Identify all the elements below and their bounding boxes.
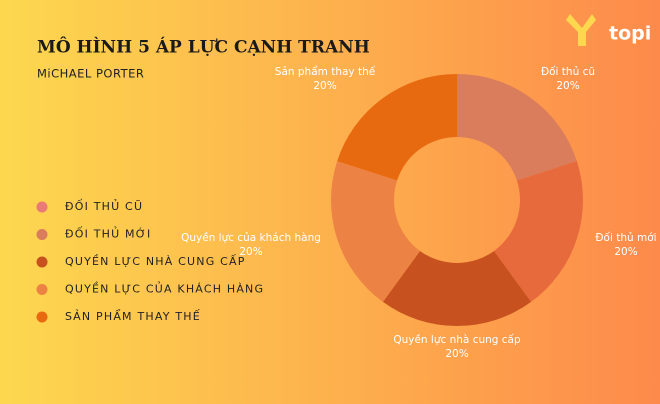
slice-label: Quyền lực của khách hàng	[181, 232, 321, 244]
chart-title: MÔ HÌNH 5 ÁP LỰC CẠNH TRANH	[37, 37, 370, 58]
legend-swatch	[36, 311, 48, 323]
legend-swatch	[36, 201, 48, 213]
donut-slice	[337, 74, 457, 181]
donut-slice	[494, 161, 583, 302]
slice-value-label: 20%	[445, 348, 468, 360]
donut-slice	[331, 161, 420, 302]
slice-value-label: 20%	[239, 246, 262, 258]
legend-swatch	[36, 284, 48, 295]
slice-label: Quyền lực nhà cung cấp	[393, 334, 521, 346]
legend-label: QUYỀN LỰC CỦA KHÁCH HÀNG	[65, 282, 264, 296]
legend-label: ĐỐI THỦ MỚI	[65, 227, 151, 241]
slice-value-label: 20%	[556, 80, 579, 92]
slice-label: Sản phẩm thay thế	[275, 65, 376, 78]
logo-icon	[566, 14, 596, 46]
brand-name: topi	[609, 23, 651, 45]
donut-slice	[457, 74, 577, 181]
legend-label: ĐỐI THỦ CŨ	[65, 199, 143, 213]
legend-label: QUYỀN LỰC NHÀ CUNG CẤP	[65, 254, 246, 268]
brand-logo: topi	[566, 14, 651, 46]
slice-value-label: 20%	[313, 80, 336, 92]
legend-swatch	[36, 229, 48, 240]
chart-subtitle: MiCHAEL PORTER	[37, 67, 144, 81]
donut-slice	[382, 250, 532, 326]
legend-label: SẢN PHẨM THAY THẾ	[65, 309, 201, 323]
legend-swatch	[36, 256, 48, 268]
slice-label: Đối thủ mới	[595, 232, 656, 244]
slice-value-label: 20%	[614, 246, 637, 258]
slice-label: Đối thủ cũ	[541, 66, 595, 78]
